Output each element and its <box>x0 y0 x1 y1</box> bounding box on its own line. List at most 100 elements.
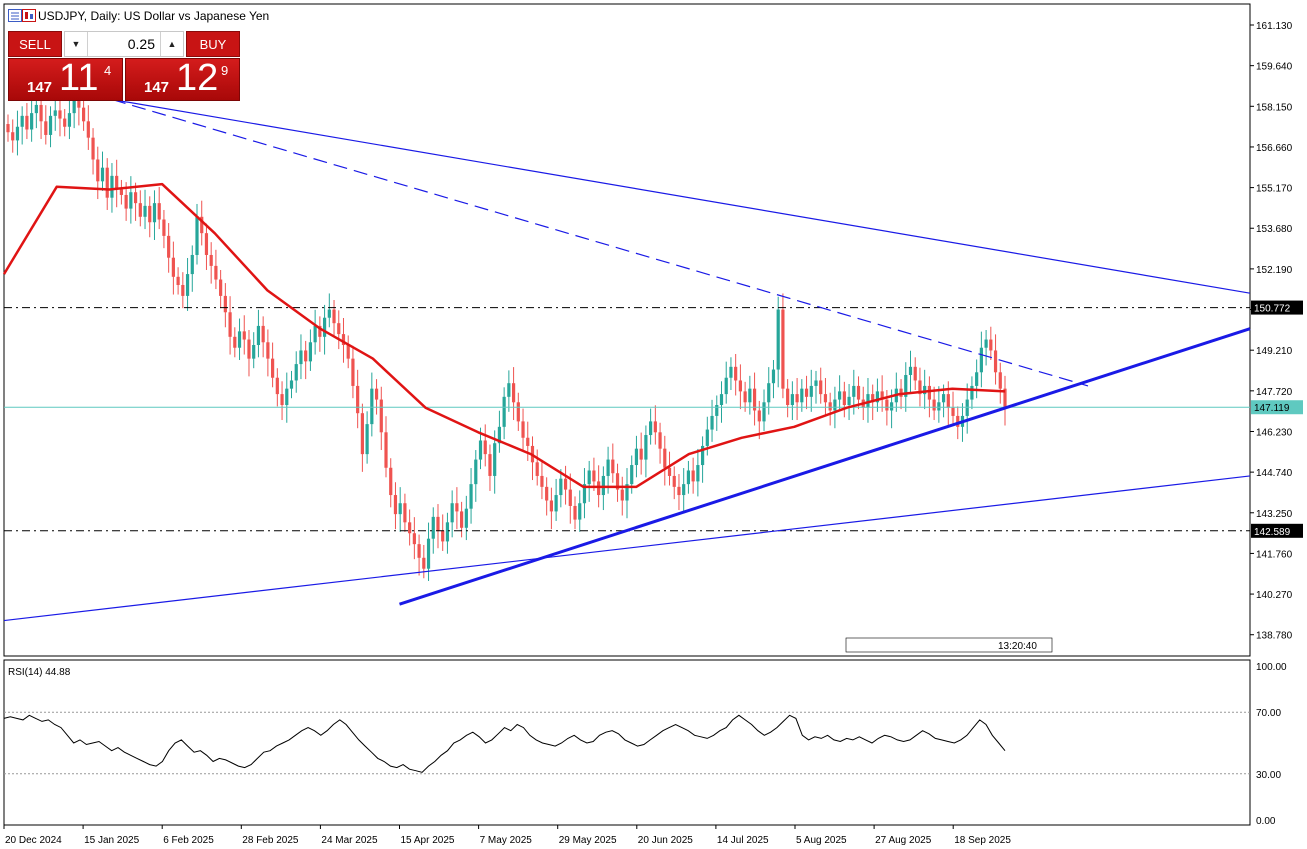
candle-body <box>237 331 242 348</box>
candle-body <box>143 205 147 217</box>
rsi-label: RSI(14) 44.88 <box>8 667 71 678</box>
lot-increase-icon[interactable]: ▲ <box>160 32 183 56</box>
countdown-label: 13:20:40 <box>998 641 1037 652</box>
candle-body <box>431 516 435 539</box>
candle-body <box>951 407 955 416</box>
candle-body <box>185 274 190 296</box>
candle-body <box>691 470 695 482</box>
candle-body <box>63 118 67 127</box>
candle-body <box>256 325 261 346</box>
candle-body <box>842 391 846 406</box>
candle-body <box>941 394 946 403</box>
trendline <box>399 327 1251 606</box>
candle-body <box>582 484 587 504</box>
candle-body <box>540 475 544 487</box>
candle-body <box>488 454 492 476</box>
candle-body <box>34 104 38 114</box>
candle-body <box>100 167 105 182</box>
candle-body <box>96 159 100 182</box>
candle-body <box>167 235 171 258</box>
candle-body <box>856 385 861 400</box>
candle-body <box>790 394 794 406</box>
sell-price-big: 11 <box>59 57 99 99</box>
candle-body <box>885 399 889 411</box>
candle-body <box>478 440 483 460</box>
candle-body <box>819 380 823 395</box>
buy-button[interactable]: BUY <box>186 31 240 57</box>
candle-body <box>280 394 284 406</box>
candle-body <box>441 530 445 542</box>
candle-body <box>483 440 487 455</box>
candle-body <box>176 276 180 285</box>
candle-body <box>705 429 709 446</box>
trendline <box>3 475 1251 622</box>
candle-body <box>752 388 757 411</box>
moving-average-line <box>2 182 1006 489</box>
candle-body <box>923 385 927 395</box>
candle-body <box>908 366 913 376</box>
x-tick-label: 6 Feb 2025 <box>163 835 214 846</box>
candle-body <box>502 396 506 427</box>
y-tick-label: 141.760 <box>1256 549 1293 560</box>
sell-quote[interactable]: 147 11 4 <box>8 57 123 101</box>
candle-body <box>677 486 681 496</box>
candle-body <box>271 358 275 378</box>
candle-body <box>313 325 317 343</box>
candle-body <box>58 110 62 119</box>
candle-body <box>356 385 360 414</box>
candle-body <box>304 350 308 362</box>
candle-body <box>743 391 747 403</box>
y-tick-label: 159.640 <box>1256 62 1293 73</box>
candle-body <box>30 113 34 130</box>
x-tick-label: 27 Aug 2025 <box>875 835 932 846</box>
candle-body <box>374 388 379 400</box>
lot-size-input[interactable] <box>89 32 159 56</box>
candle-body <box>266 342 270 359</box>
candle-body <box>341 334 346 346</box>
candle-body <box>48 115 53 135</box>
candle-body <box>119 189 124 195</box>
candle-body <box>710 415 714 430</box>
candle-body <box>44 121 48 135</box>
candle-body <box>469 484 473 509</box>
candle-body <box>252 345 256 359</box>
candle-body <box>403 503 407 523</box>
sell-price-prefix: 147 <box>27 79 53 96</box>
candle-body <box>587 470 591 485</box>
candle-body <box>318 325 322 337</box>
candle-body <box>15 126 20 141</box>
sell-button[interactable]: SELL <box>8 31 62 57</box>
candle-body <box>275 377 279 395</box>
candle-body <box>417 544 421 558</box>
candle-body <box>204 233 209 255</box>
candle-body <box>214 265 218 280</box>
buy-quote[interactable]: 147 12 9 <box>125 57 240 101</box>
candle-body <box>786 388 790 406</box>
candle-body <box>389 467 393 496</box>
x-tick-label: 20 Jun 2025 <box>638 835 693 846</box>
candle-body <box>956 415 960 427</box>
candle-body <box>308 342 313 362</box>
candle-body <box>148 205 152 223</box>
candle-body <box>72 99 76 114</box>
chart-type-icon[interactable] <box>22 9 36 22</box>
candle-body <box>77 99 81 108</box>
trendline <box>111 98 1089 387</box>
lot-decrease-icon[interactable]: ▼ <box>65 32 88 56</box>
candles <box>6 83 1007 581</box>
y-tick-label: 143.250 <box>1256 509 1293 520</box>
candle-body <box>67 113 72 127</box>
y-tick-label: 138.780 <box>1256 631 1293 642</box>
candle-body <box>639 448 643 460</box>
y-tick-label: 144.740 <box>1256 468 1293 479</box>
candle-body <box>904 375 908 397</box>
y-tick-label: 152.190 <box>1256 265 1293 276</box>
candle-body <box>228 312 232 337</box>
menu-icon[interactable] <box>8 9 22 22</box>
candle-body <box>436 516 440 531</box>
candle-body <box>181 284 185 296</box>
candle-body <box>507 383 511 397</box>
candle-body <box>875 391 880 403</box>
candle-body <box>833 399 837 411</box>
